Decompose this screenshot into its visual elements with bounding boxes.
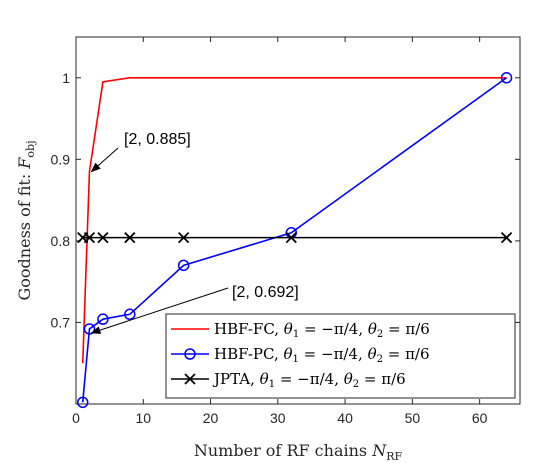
data-point — [177, 231, 190, 244]
x-tick-label: 60 — [472, 410, 488, 426]
x-tick-label: 10 — [135, 410, 151, 426]
annotation-arrow — [90, 287, 229, 334]
x-marker-stroke — [177, 231, 190, 244]
legend-marker — [184, 348, 196, 360]
series-3 — [77, 231, 513, 244]
legend-marker — [184, 373, 196, 385]
data-point — [97, 231, 109, 244]
x-marker-stroke — [285, 231, 297, 244]
x-tick-label: 20 — [203, 410, 219, 426]
legend-box — [165, 313, 516, 399]
x-tick-label: 0 — [72, 410, 80, 426]
annotation-label: [2, 0.692] — [232, 284, 299, 301]
x-marker-stroke — [184, 373, 196, 385]
series-line — [81, 76, 507, 364]
legend-label: JPTA, θ1 = −π/4, θ2 = π/6 — [212, 370, 406, 390]
y-axis-label: Goodness of fit: Fobj — [15, 141, 37, 301]
data-point — [177, 259, 190, 272]
series-group — [76, 72, 513, 409]
x-tick-label: 40 — [337, 410, 353, 426]
x-tick-label: 30 — [270, 410, 286, 426]
data-point — [97, 313, 109, 325]
series-2 — [76, 72, 513, 409]
data-point — [76, 396, 89, 409]
series-line — [81, 77, 508, 403]
x-tick-label: 50 — [405, 410, 421, 426]
legend-item: HBF-FC, θ1 = −π/4, θ2 = π/6 — [171, 320, 430, 340]
legend: HBF-FC, θ1 = −π/4, θ2 = π/6 HBF-PC, θ1 = … — [165, 313, 516, 399]
series-1 — [81, 76, 507, 364]
legend-item: JPTA, θ1 = −π/4, θ2 = π/6 — [171, 370, 406, 390]
data-point — [124, 231, 136, 244]
annotation-arrow — [90, 147, 119, 173]
x-marker-stroke — [124, 231, 136, 244]
y-tick-label: 0.9 — [51, 151, 71, 167]
y-tick-label: 1 — [62, 70, 70, 86]
annotations: [2, 0.885] [2, 0.692] — [90, 131, 299, 334]
data-point — [500, 231, 513, 244]
data-point — [500, 72, 513, 84]
annotation-label: [2, 0.885] — [124, 131, 191, 148]
data-point — [285, 231, 297, 244]
data-point — [83, 231, 96, 244]
legend-label: HBF-PC, θ1 = −π/4, θ2 = π/6 — [214, 345, 430, 365]
legend-item: HBF-PC, θ1 = −π/4, θ2 = π/6 — [171, 345, 430, 365]
y-tick-label: 0.8 — [51, 233, 71, 249]
x-marker-stroke — [97, 231, 109, 244]
x-marker-stroke — [500, 231, 513, 244]
x-axis-label: Number of RF chains NRF — [194, 441, 403, 463]
plot-frame — [75, 36, 521, 405]
x-marker-stroke — [83, 231, 96, 244]
legend-label: HBF-FC, θ1 = −π/4, θ2 = π/6 — [214, 320, 430, 340]
axes: 0 10 20 30 40 50 60 0.7 0.8 0.9 1 Number of RF chai… — [15, 36, 521, 463]
y-tick-label: 0.7 — [51, 314, 71, 330]
data-point — [124, 308, 136, 321]
